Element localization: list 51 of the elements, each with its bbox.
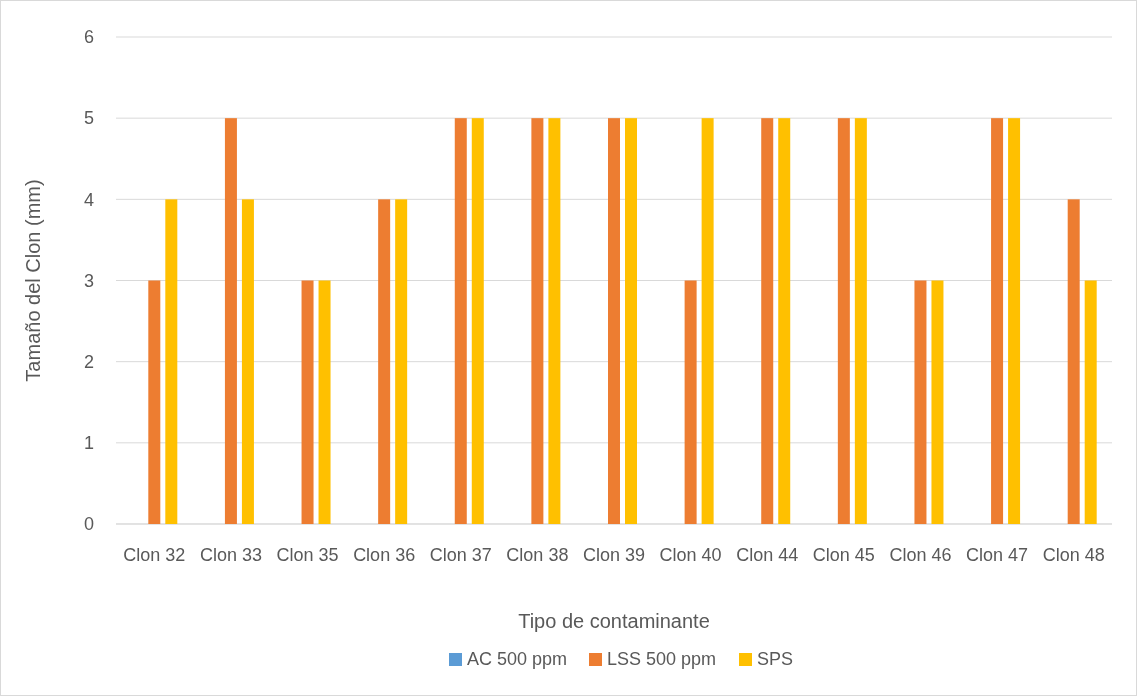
x-tick-label: Clon 44 — [736, 545, 799, 565]
x-tick-label: Clon 36 — [353, 545, 416, 565]
x-tick-label: Clon 33 — [199, 545, 262, 565]
x-tick-label: Clon 32 — [123, 545, 186, 565]
bar — [1084, 280, 1097, 524]
bar — [991, 118, 1004, 524]
bar — [148, 280, 161, 524]
bar — [1067, 199, 1080, 524]
y-tick-label: 2 — [83, 351, 94, 372]
bar — [378, 199, 391, 524]
bar — [395, 199, 408, 524]
bar — [778, 118, 791, 524]
bar — [931, 280, 944, 524]
bar — [454, 118, 467, 524]
x-tick-label: Clon 47 — [966, 545, 1029, 565]
bar — [548, 118, 561, 524]
bar — [608, 118, 620, 524]
legend-label: SPS — [757, 649, 794, 669]
legend-label: AC 500 ppm — [467, 649, 568, 669]
bar — [471, 118, 484, 524]
x-tick-label: Clon 40 — [659, 545, 722, 565]
bar — [165, 199, 178, 524]
bar — [684, 280, 697, 524]
bar — [761, 118, 774, 524]
x-tick-label: Clon 45 — [812, 545, 875, 565]
y-tick-label: 1 — [83, 433, 94, 454]
x-tick-label: Clon 37 — [429, 545, 492, 565]
x-tick-label: Clon 48 — [1042, 545, 1105, 565]
bar — [854, 118, 867, 524]
bar — [1008, 118, 1021, 524]
y-tick-label: 0 — [83, 514, 94, 535]
bar — [531, 118, 544, 524]
x-tick-label: Clon 39 — [582, 545, 646, 565]
x-tick-label: Clon 38 — [506, 545, 569, 565]
x-tick-label: Clon 35 — [276, 545, 339, 565]
bar — [914, 280, 927, 524]
bar — [318, 280, 331, 524]
y-axis-title: Tamaño del Clon (mm) — [22, 179, 44, 382]
bar — [701, 118, 714, 524]
x-tick-label: Clon 46 — [889, 545, 952, 565]
x-axis-title: Tipo de contaminante — [518, 610, 710, 632]
bar — [837, 118, 850, 524]
legend-label: LSS 500 ppm — [607, 649, 717, 669]
y-tick-label: 3 — [83, 270, 94, 291]
bar — [625, 118, 637, 524]
y-tick-label: 5 — [83, 108, 94, 129]
bar — [224, 118, 237, 524]
y-tick-label: 6 — [83, 27, 94, 48]
y-tick-label: 4 — [83, 189, 94, 210]
bar — [301, 280, 314, 524]
bar — [241, 199, 254, 524]
